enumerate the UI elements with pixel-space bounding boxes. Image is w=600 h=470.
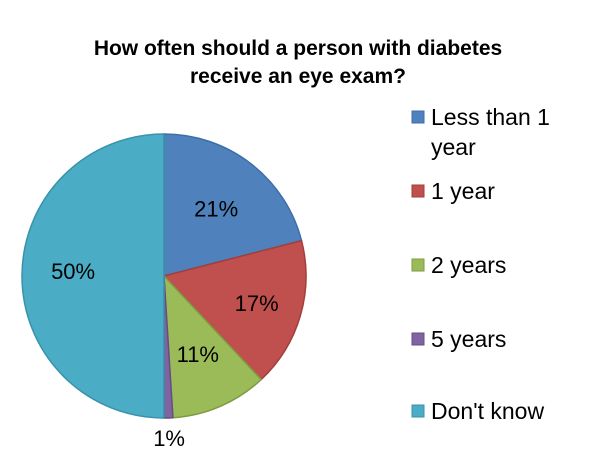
slice-label-don-t-know: 50% (51, 259, 95, 284)
legend-label: Don't know (431, 398, 544, 424)
slice-label-less-than-1-year: 21% (194, 197, 238, 222)
legend-label: year (431, 134, 476, 160)
slice-label-2-years: 11% (177, 342, 219, 367)
legend-label: 2 years (431, 252, 506, 278)
legend-swatch (411, 110, 425, 124)
legend-swatch (411, 258, 425, 272)
pie-slice-1-year (162, 239, 307, 381)
pie-slice-don-t-know (21, 133, 165, 419)
legend-swatch (411, 332, 425, 346)
legend-item-less-than-1-year: Less than 1 year (411, 104, 550, 160)
legend-label: 1 year (431, 178, 495, 204)
legend-label: 5 years (431, 326, 506, 352)
slice-label-1-year: 17% (235, 291, 279, 316)
slice-labels: 21% 17% 11% 1% 50% (51, 197, 279, 451)
legend-item-2-years: 2 years (411, 252, 506, 278)
pie-slice-2-years (163, 273, 263, 419)
legend: Less than 1 year 1 year 2 years 5 years Don't… (411, 104, 550, 424)
legend-item-5-years: 5 years (411, 326, 506, 352)
legend-label: Less than 1 (431, 104, 550, 130)
chart-title-line-2: receive an eye exam? (190, 65, 406, 88)
pie-slice-less-than-1-year (163, 133, 303, 277)
legend-item-don-t-know: Don't know (411, 398, 544, 424)
chart-title-line-1: How often should a person with diabetes (94, 37, 502, 60)
legend-swatch (411, 404, 425, 418)
legend-swatch (411, 184, 425, 198)
slice-label-5-years: 1% (153, 426, 185, 451)
legend-item-1-year: 1 year (411, 178, 495, 204)
pie (21, 133, 307, 419)
